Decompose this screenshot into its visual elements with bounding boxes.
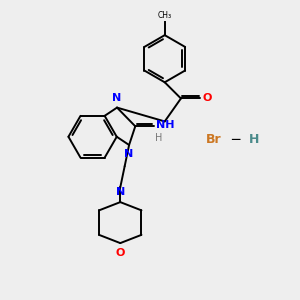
Text: H: H	[155, 133, 163, 143]
Text: N: N	[116, 188, 125, 197]
Text: Br: Br	[206, 133, 221, 146]
Text: NH: NH	[156, 120, 174, 130]
Text: ─: ─	[231, 133, 240, 147]
Text: O: O	[202, 94, 212, 103]
Text: N: N	[124, 149, 134, 159]
Text: CH₃: CH₃	[158, 11, 172, 20]
Text: N: N	[112, 93, 122, 103]
Text: H: H	[249, 133, 260, 146]
Text: O: O	[116, 248, 125, 258]
